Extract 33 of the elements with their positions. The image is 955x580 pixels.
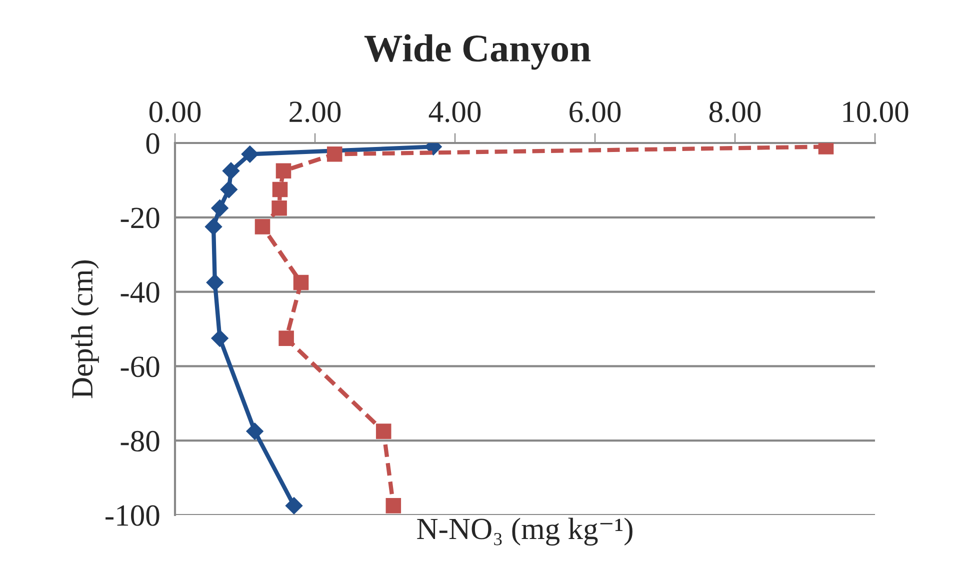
x-tick-label: 8.00 <box>709 102 761 122</box>
x-tick-label: 10.00 <box>843 102 908 122</box>
point <box>241 146 258 163</box>
point <box>254 219 270 234</box>
point <box>211 200 228 217</box>
point <box>386 498 402 514</box>
y-tick-label: -60 <box>120 356 160 378</box>
x-tick-label: 2.00 <box>290 102 341 122</box>
point <box>293 274 309 290</box>
x-tick-label: 4.00 <box>428 102 481 122</box>
x-axis-title: N-NO₃ (mg kg⁻¹) <box>417 518 632 546</box>
point <box>246 422 264 440</box>
point <box>272 200 287 216</box>
point <box>272 182 288 198</box>
x-tick-label: 6.00 <box>570 102 621 122</box>
point <box>211 330 228 347</box>
point <box>222 162 240 180</box>
y-axis-title: Depth (cm) <box>71 260 99 398</box>
point <box>276 163 292 179</box>
x-tick-label: 0.00 <box>149 102 201 122</box>
point <box>220 180 238 198</box>
y-tick-label: 0 <box>146 133 160 154</box>
point <box>206 274 224 292</box>
point <box>278 330 294 346</box>
point <box>376 424 392 439</box>
chart-title: Wide Canyon <box>364 34 591 70</box>
y-tick-label: -80 <box>120 430 160 452</box>
point <box>204 218 222 236</box>
point <box>326 146 342 162</box>
point <box>285 497 303 514</box>
y-tick-label: -100 <box>106 505 160 526</box>
y-tick-label: -20 <box>120 208 160 228</box>
y-tick-label: -40 <box>120 282 160 303</box>
